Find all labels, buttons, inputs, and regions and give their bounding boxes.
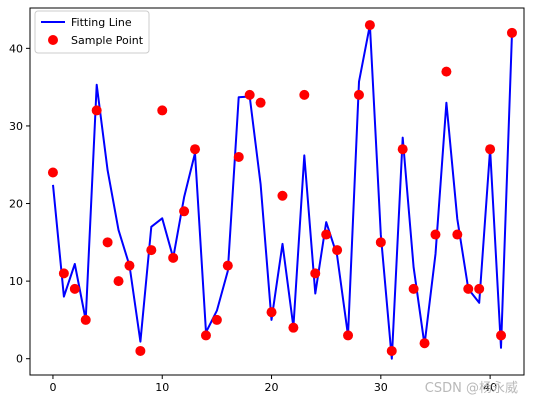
- sample-point: [255, 97, 266, 108]
- sample-point: [408, 283, 419, 294]
- sample-point: [299, 89, 310, 100]
- sample-point-series: [47, 20, 517, 356]
- sample-point: [222, 260, 233, 271]
- sample-point: [310, 268, 321, 279]
- sample-point: [157, 105, 168, 116]
- sample-point: [277, 190, 288, 201]
- sample-point: [386, 345, 397, 356]
- sample-point: [375, 237, 386, 248]
- sample-point: [146, 245, 157, 256]
- x-tick-label: 40: [483, 381, 497, 394]
- legend-label-sample-point: Sample Point: [71, 34, 144, 47]
- sample-point: [430, 229, 441, 240]
- sample-point: [452, 229, 463, 240]
- sample-point: [485, 144, 496, 155]
- sample-point: [113, 276, 124, 287]
- sample-point: [168, 252, 179, 263]
- watermark: CSDN @杨永威: [424, 381, 518, 396]
- sample-point: [69, 283, 80, 294]
- y-tick-label: 20: [9, 198, 23, 211]
- sample-point: [332, 245, 343, 256]
- axes-frame: [29, 7, 525, 376]
- x-tick-label: 0: [49, 381, 56, 394]
- sample-point: [364, 20, 375, 31]
- sample-point: [80, 314, 91, 325]
- sample-point: [353, 89, 364, 100]
- sample-point: [58, 268, 69, 279]
- sample-point: [233, 151, 244, 162]
- sample-point: [463, 283, 474, 294]
- y-tick-label: 40: [9, 42, 23, 55]
- x-axis: 0 10 20 30 40: [49, 375, 497, 394]
- sample-point: [244, 89, 255, 100]
- sample-point: [102, 237, 113, 248]
- legend-point-swatch: [48, 35, 58, 45]
- sample-point: [419, 338, 430, 349]
- sample-point: [190, 144, 201, 155]
- legend: Fitting Line Sample Point: [34, 10, 150, 54]
- sample-point: [200, 330, 211, 341]
- y-tick-label: 0: [16, 353, 23, 366]
- sample-point: [397, 144, 408, 155]
- sample-point: [441, 66, 452, 77]
- x-tick-label: 10: [155, 381, 169, 394]
- sample-point: [91, 105, 102, 116]
- y-tick-label: 10: [9, 275, 23, 288]
- sample-point: [266, 307, 277, 318]
- sample-point: [135, 345, 146, 356]
- sample-point: [211, 314, 222, 325]
- x-tick-label: 20: [265, 381, 279, 394]
- sample-point: [47, 167, 58, 178]
- sample-point: [288, 322, 299, 333]
- y-axis: 0 10 20 30 40: [9, 42, 30, 366]
- sample-point: [343, 330, 354, 341]
- legend-label-fitting-line: Fitting Line: [71, 16, 132, 29]
- y-tick-label: 30: [9, 120, 23, 133]
- sample-point: [496, 330, 507, 341]
- x-tick-label: 30: [374, 381, 388, 394]
- sample-point: [506, 27, 517, 38]
- sample-point: [321, 229, 332, 240]
- plot-area-frame: [29, 7, 525, 376]
- sample-point: [124, 260, 135, 271]
- sample-point: [179, 206, 190, 217]
- sample-point: [474, 283, 485, 294]
